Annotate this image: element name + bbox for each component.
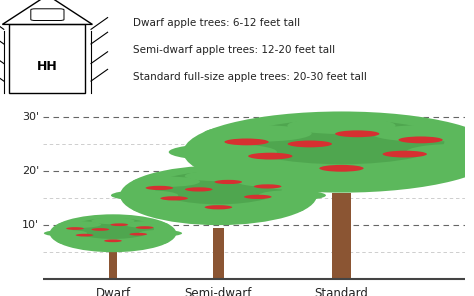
Circle shape (110, 223, 128, 226)
Circle shape (371, 163, 474, 179)
FancyBboxPatch shape (332, 193, 351, 279)
Circle shape (133, 176, 200, 187)
Circle shape (287, 117, 396, 134)
Circle shape (58, 239, 101, 245)
Circle shape (91, 242, 135, 249)
Ellipse shape (120, 165, 317, 225)
FancyBboxPatch shape (9, 25, 85, 93)
Ellipse shape (72, 218, 154, 239)
Circle shape (203, 125, 312, 142)
Circle shape (169, 144, 277, 160)
Circle shape (125, 239, 168, 245)
Circle shape (383, 151, 427, 157)
Text: Dwarf apple trees: 6-12 feet tall: Dwarf apple trees: 6-12 feet tall (133, 17, 300, 28)
FancyBboxPatch shape (31, 9, 64, 20)
Circle shape (44, 230, 87, 237)
Ellipse shape (50, 214, 176, 252)
Circle shape (125, 221, 168, 228)
Circle shape (160, 196, 188, 200)
Circle shape (203, 163, 312, 179)
Circle shape (111, 190, 178, 201)
Text: 30': 30' (22, 112, 39, 122)
Circle shape (224, 139, 269, 145)
FancyBboxPatch shape (213, 228, 224, 279)
Circle shape (129, 233, 147, 236)
Text: Standard full-size apple trees: 20-30 feet tall: Standard full-size apple trees: 20-30 fe… (133, 72, 366, 82)
Text: Dwarf: Dwarf (95, 287, 130, 296)
Circle shape (287, 170, 396, 187)
Text: Semi-dwarf: Semi-dwarf (185, 287, 252, 296)
Circle shape (185, 171, 252, 181)
Polygon shape (2, 0, 92, 25)
Text: Standard: Standard (315, 287, 368, 296)
Circle shape (288, 141, 332, 147)
Circle shape (244, 195, 272, 199)
Circle shape (371, 125, 474, 142)
Circle shape (133, 204, 200, 214)
Circle shape (237, 204, 304, 214)
Text: HH: HH (37, 60, 58, 73)
Circle shape (146, 186, 173, 190)
Circle shape (259, 190, 326, 201)
Ellipse shape (183, 112, 474, 193)
Circle shape (335, 130, 380, 137)
Circle shape (104, 239, 122, 242)
Circle shape (248, 153, 292, 160)
Circle shape (139, 230, 182, 237)
Circle shape (185, 210, 252, 220)
Circle shape (185, 187, 212, 192)
Circle shape (91, 228, 109, 231)
Text: Semi-dwarf apple trees: 12-20 feet tall: Semi-dwarf apple trees: 12-20 feet tall (133, 45, 335, 55)
Text: 20': 20' (22, 166, 39, 176)
Ellipse shape (238, 120, 444, 164)
FancyBboxPatch shape (109, 250, 117, 279)
Circle shape (66, 227, 84, 230)
Circle shape (399, 136, 443, 143)
Text: 10': 10' (22, 220, 39, 230)
Circle shape (91, 218, 135, 224)
Circle shape (76, 234, 93, 237)
Circle shape (254, 184, 282, 189)
Circle shape (136, 226, 154, 229)
Ellipse shape (155, 172, 283, 204)
Circle shape (319, 165, 364, 172)
Circle shape (58, 221, 101, 228)
Circle shape (205, 205, 232, 209)
Circle shape (237, 176, 304, 187)
Circle shape (215, 180, 242, 184)
Circle shape (406, 144, 474, 160)
